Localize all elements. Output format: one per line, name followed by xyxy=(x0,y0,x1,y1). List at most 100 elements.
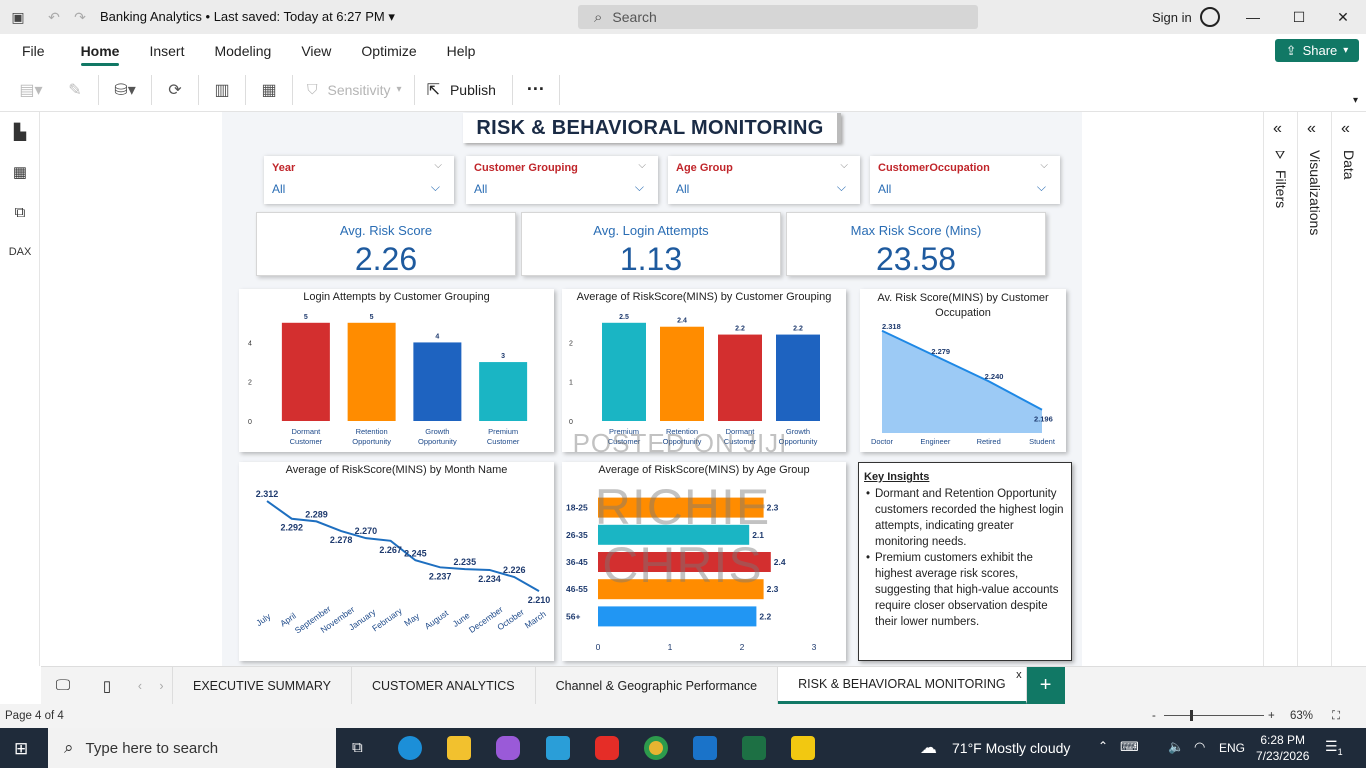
table-view-icon[interactable]: ▦ xyxy=(12,164,28,181)
copilot-icon[interactable] xyxy=(496,736,520,760)
menu-view[interactable]: View xyxy=(301,43,332,59)
new-visual-icon[interactable]: ▥ xyxy=(214,81,230,99)
next-page-icon[interactable]: › xyxy=(151,667,173,704)
collapse-icon[interactable]: « xyxy=(1273,120,1282,137)
start-icon[interactable]: ⊞ xyxy=(14,739,29,758)
chart-risk-by-month[interactable]: Average of RiskScore(MINS) by Month Name… xyxy=(239,462,554,661)
undo-icon[interactable]: ↶ xyxy=(48,9,60,25)
get-data-icon[interactable]: ⛁▾ xyxy=(114,81,136,99)
maximize-button[interactable]: ☐ xyxy=(1292,8,1306,25)
share-button[interactable]: ⇪ Share ▾ xyxy=(1275,39,1359,62)
zoom-slider-thumb[interactable] xyxy=(1190,710,1193,721)
chevron-down-icon[interactable]: ⌵ xyxy=(1036,180,1046,194)
collapse-icon[interactable]: « xyxy=(1307,120,1316,137)
collapse-ribbon-icon[interactable]: ▾ xyxy=(1352,95,1358,106)
chrome-icon[interactable] xyxy=(644,736,668,760)
chevron-down-icon[interactable]: ⌵ xyxy=(836,180,846,194)
minimize-button[interactable]: — xyxy=(1246,9,1260,25)
wifi-icon[interactable]: ◠ xyxy=(1194,739,1206,754)
visualizations-pane[interactable]: « Visualizations xyxy=(1297,112,1331,666)
tray-chevron-icon[interactable]: ⌃ xyxy=(1098,739,1109,753)
more-options-button[interactable]: ··· xyxy=(526,79,545,99)
slicer-menu-icon[interactable]: ⌵ xyxy=(840,160,848,171)
dax-query-icon[interactable]: DAX xyxy=(8,246,32,258)
tab-executive-summary[interactable]: EXECUTIVE SUMMARY xyxy=(173,667,352,704)
paste-icon[interactable]: ▤▾ xyxy=(19,81,43,99)
slicer-year[interactable]: Year All ⌵ ⌵ xyxy=(264,156,454,204)
chart-login-attempts-by-grouping[interactable]: Login Attempts by Customer Grouping 0 2 4 5… xyxy=(239,289,554,452)
chevron-down-icon[interactable]: ⌵ xyxy=(634,180,644,194)
power-bi-icon[interactable] xyxy=(791,736,815,760)
chart-risk-by-occupation[interactable]: Av. Risk Score(MINS) by Customer Occupat… xyxy=(860,289,1066,452)
outlook-icon[interactable] xyxy=(693,736,717,760)
chevron-down-icon[interactable]: ⌵ xyxy=(430,180,440,194)
desktop-layout-icon[interactable]: 🖵 xyxy=(55,677,71,694)
zoom-in-button[interactable]: + xyxy=(1268,710,1275,722)
data-pane[interactable]: « Data xyxy=(1331,112,1366,666)
insights-title: Key Insights xyxy=(864,471,930,483)
language-indicator[interactable]: ENG xyxy=(1219,741,1246,755)
fit-page-icon[interactable]: ⛶ xyxy=(1332,709,1341,722)
report-view-icon[interactable]: ▙ xyxy=(14,124,26,141)
task-view-icon[interactable]: ⧉ xyxy=(352,739,363,756)
kpi-card-max-risk-score[interactable]: Max Risk Score (Mins) 23.58 xyxy=(786,212,1046,277)
close-button[interactable]: ✕ xyxy=(1337,8,1349,25)
zoom-out-button[interactable]: - xyxy=(1152,710,1156,722)
menu-insert[interactable]: Insert xyxy=(149,43,185,59)
slicer-menu-icon[interactable]: ⌵ xyxy=(434,160,442,171)
menu-help[interactable]: Help xyxy=(446,43,476,59)
edge-icon[interactable] xyxy=(398,736,422,760)
tab-customer-analytics[interactable]: CUSTOMER ANALYTICS xyxy=(352,667,536,704)
redo-icon[interactable]: ↷ xyxy=(74,9,86,25)
menu-modeling[interactable]: Modeling xyxy=(214,43,272,59)
youtube-icon[interactable] xyxy=(595,736,619,760)
collapse-icon[interactable]: « xyxy=(1341,120,1350,137)
data-label: 2.245 xyxy=(404,548,427,558)
slicer-menu-icon[interactable]: ⌵ xyxy=(638,160,646,171)
zoom-slider[interactable] xyxy=(1164,715,1264,716)
taskbar-search[interactable]: ⌕ Type here to search xyxy=(48,728,336,768)
notification-icon[interactable]: ☰1 xyxy=(1325,738,1343,757)
slicer-value: All xyxy=(878,182,892,196)
weather-text[interactable]: 71°F Mostly cloudy xyxy=(952,740,1071,756)
prev-page-icon[interactable]: ‹ xyxy=(137,678,143,693)
menu-home[interactable]: Home xyxy=(80,34,119,68)
chart-risk-by-age-group[interactable]: Average of RiskScore(MINS) by Age Group … xyxy=(562,462,846,661)
menu-file[interactable]: File xyxy=(22,43,45,59)
volume-icon[interactable]: 🔈 xyxy=(1168,739,1185,754)
key-insights-textbox[interactable]: Key Insights Dormant and Retention Oppor… xyxy=(858,462,1072,661)
mobile-layout-icon[interactable]: ▯ xyxy=(102,677,112,695)
slicer-age-group[interactable]: Age Group All ⌵ ⌵ xyxy=(668,156,860,204)
tab-channel-geographic[interactable]: Channel & Geographic Performance xyxy=(536,667,779,704)
y-tick-label: 1 xyxy=(569,380,573,387)
format-painter-icon[interactable]: ✎ xyxy=(68,81,82,99)
publish-button[interactable]: ⇱ Publish xyxy=(426,81,496,99)
search-icon: ⌕ xyxy=(64,738,74,757)
slicer-customer-occupation[interactable]: CustomerOccupation All ⌵ ⌵ xyxy=(870,156,1060,204)
kpi-card-avg-login-attempts[interactable]: Avg. Login Attempts 1.13 xyxy=(521,212,781,277)
sign-in-button[interactable]: Sign in xyxy=(1152,0,1220,34)
refresh-icon[interactable]: ⟳ xyxy=(168,81,182,99)
kpi-card-avg-risk-score[interactable]: Avg. Risk Score 2.26 xyxy=(256,212,516,277)
add-page-button[interactable]: + xyxy=(1026,667,1065,704)
slicer-menu-icon[interactable]: ⌵ xyxy=(1040,160,1048,171)
file-explorer-icon[interactable] xyxy=(447,736,471,760)
chart-title: Average of RiskScore(MINS) by Month Name xyxy=(285,464,508,476)
network-icon[interactable]: ⌨ xyxy=(1120,739,1139,754)
chart-risk-by-grouping[interactable]: Average of RiskScore(MINS) by Customer G… xyxy=(562,289,846,452)
tab-risk-behavioral[interactable]: RISK & BEHAVIORAL MONITORING x xyxy=(778,667,1027,704)
save-icon[interactable]: ▣ xyxy=(11,9,25,25)
search-input[interactable]: ⌕ Search xyxy=(578,5,978,29)
weather-icon[interactable]: ☁ xyxy=(920,738,937,757)
close-tab-icon[interactable]: x xyxy=(1016,669,1022,681)
excel-icon[interactable] xyxy=(742,736,766,760)
sensitivity-button[interactable]: ⛉ Sensitivity ▾ xyxy=(307,81,402,98)
app-title[interactable]: Banking Analytics • Last saved: Today at… xyxy=(100,9,395,24)
menu-optimize[interactable]: Optimize xyxy=(361,43,417,59)
store-icon[interactable] xyxy=(546,736,570,760)
filters-pane[interactable]: « ⛛ Filters xyxy=(1263,112,1297,666)
clock[interactable]: 6:28 PM 7/23/2026 xyxy=(1256,732,1309,764)
calculator-icon[interactable]: ▦ xyxy=(261,81,277,99)
model-view-icon[interactable]: ⧉ xyxy=(14,203,26,221)
slicer-customer-grouping[interactable]: Customer Grouping All ⌵ ⌵ xyxy=(466,156,658,204)
